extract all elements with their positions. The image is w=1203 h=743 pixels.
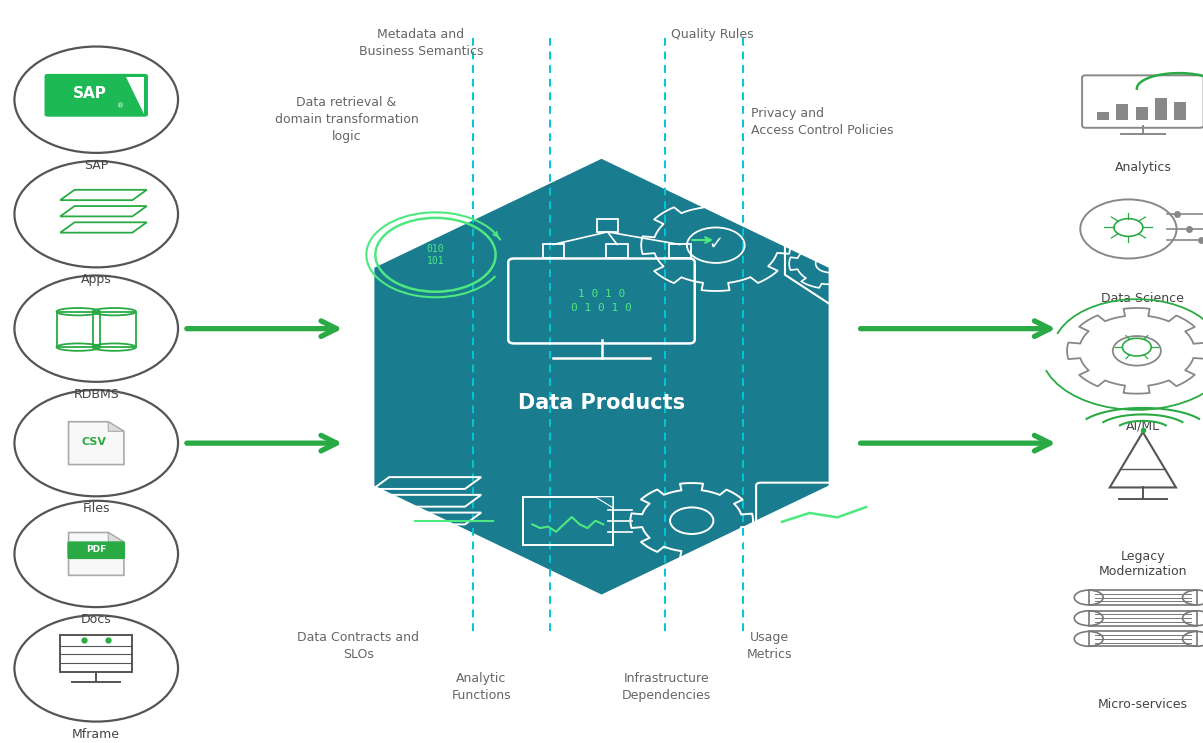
Text: RDBMS: RDBMS (73, 388, 119, 400)
Text: Apps: Apps (81, 273, 112, 286)
Text: AI/ML: AI/ML (1126, 420, 1160, 432)
Text: Docs: Docs (81, 613, 112, 626)
Text: Quality Rules: Quality Rules (671, 28, 754, 41)
Polygon shape (855, 507, 875, 535)
Text: Data Products: Data Products (518, 392, 685, 412)
FancyBboxPatch shape (45, 74, 148, 117)
Text: Files: Files (83, 502, 109, 515)
Text: Data Science: Data Science (1102, 292, 1184, 305)
Text: Metadata and
Business Semantics: Metadata and Business Semantics (358, 28, 484, 58)
Text: ✓: ✓ (709, 235, 723, 253)
Polygon shape (1155, 98, 1167, 120)
Text: Analytic
Functions: Analytic Functions (451, 672, 511, 702)
Polygon shape (1097, 111, 1109, 120)
Text: Mframe: Mframe (72, 727, 120, 741)
Polygon shape (108, 533, 124, 542)
FancyBboxPatch shape (67, 542, 125, 559)
Polygon shape (69, 422, 124, 464)
Text: Usage
Metrics: Usage Metrics (747, 632, 793, 661)
Polygon shape (594, 497, 612, 507)
Text: ®: ® (117, 103, 124, 109)
Polygon shape (772, 522, 792, 535)
Text: 010
101: 010 101 (427, 244, 444, 266)
Text: Infrastructure
Dependencies: Infrastructure Dependencies (622, 672, 711, 702)
Polygon shape (69, 533, 124, 575)
Text: 1 0 1 0
0 1 0 1 0: 1 0 1 0 0 1 0 1 0 (571, 289, 632, 313)
Text: Analytics: Analytics (1114, 161, 1172, 174)
Text: SAP: SAP (73, 86, 107, 101)
Text: CSV: CSV (82, 437, 106, 447)
Text: Micro-services: Micro-services (1098, 698, 1187, 711)
Polygon shape (1136, 107, 1148, 120)
Polygon shape (126, 77, 144, 114)
Text: Data Contracts and
SLOs: Data Contracts and SLOs (297, 632, 420, 661)
Polygon shape (374, 159, 829, 594)
Text: SAP: SAP (84, 159, 108, 172)
Polygon shape (1116, 104, 1128, 120)
Text: Privacy and
Access Control Policies: Privacy and Access Control Policies (751, 107, 893, 137)
Polygon shape (1174, 102, 1186, 120)
Text: Legacy
Modernization: Legacy Modernization (1098, 551, 1187, 578)
Text: PDF: PDF (87, 545, 106, 554)
Polygon shape (800, 513, 819, 535)
Polygon shape (828, 517, 847, 535)
Text: Data retrieval &
domain transformation
logic: Data retrieval & domain transformation l… (274, 96, 419, 143)
Polygon shape (108, 422, 124, 432)
